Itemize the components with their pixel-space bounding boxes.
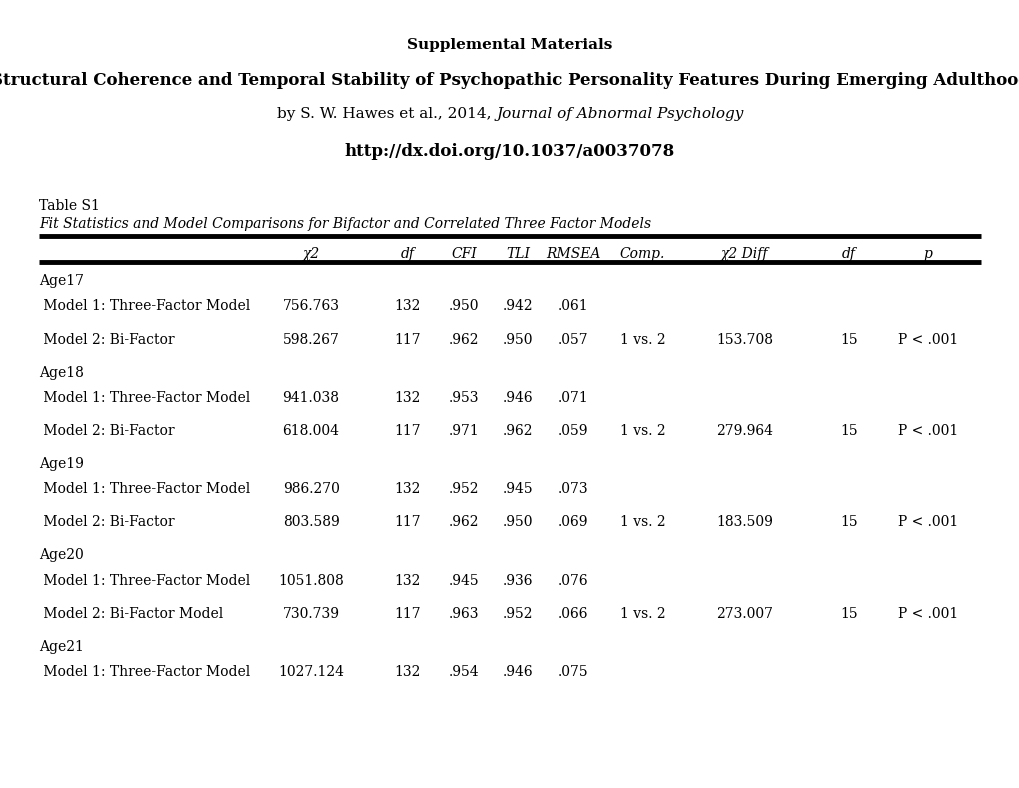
Text: .942: .942	[502, 299, 533, 314]
Text: 1027.124: 1027.124	[278, 665, 343, 679]
Text: 117: 117	[394, 515, 421, 530]
Text: .076: .076	[557, 574, 588, 588]
Text: http://dx.doi.org/10.1037/a0037078: http://dx.doi.org/10.1037/a0037078	[344, 143, 675, 161]
Text: 183.509: 183.509	[715, 515, 772, 530]
Text: 15: 15	[839, 607, 857, 621]
Text: df: df	[400, 247, 415, 262]
Text: 15: 15	[839, 424, 857, 438]
Text: Model 1: Three-Factor Model: Model 1: Three-Factor Model	[39, 391, 250, 405]
Text: .962: .962	[502, 424, 533, 438]
Text: Model 2: Bi-Factor: Model 2: Bi-Factor	[39, 333, 174, 347]
Text: 279.964: 279.964	[715, 424, 772, 438]
Text: Comp.: Comp.	[620, 247, 664, 262]
Text: .954: .954	[448, 665, 479, 679]
Text: .945: .945	[448, 574, 479, 588]
Text: P < .001: P < .001	[897, 607, 958, 621]
Text: Model 1: Three-Factor Model: Model 1: Three-Factor Model	[39, 482, 250, 496]
Text: TLI: TLI	[505, 247, 530, 262]
Text: 1 vs. 2: 1 vs. 2	[620, 515, 664, 530]
Text: P < .001: P < .001	[897, 424, 958, 438]
Text: .946: .946	[502, 391, 533, 405]
Text: Model 1: Three-Factor Model: Model 1: Three-Factor Model	[39, 665, 250, 679]
Text: .953: .953	[448, 391, 479, 405]
Text: 15: 15	[839, 515, 857, 530]
Text: Age17: Age17	[39, 274, 84, 288]
Text: χ2: χ2	[303, 247, 319, 262]
Text: P < .001: P < .001	[897, 515, 958, 530]
Text: 941.038: 941.038	[282, 391, 339, 405]
Text: Structural Coherence and Temporal Stability of Psychopathic Personality Features: Structural Coherence and Temporal Stabil…	[0, 72, 1019, 90]
Text: .059: .059	[557, 424, 588, 438]
Text: 132: 132	[394, 299, 421, 314]
Text: 132: 132	[394, 391, 421, 405]
Text: .075: .075	[557, 665, 588, 679]
Text: 1051.808: 1051.808	[278, 574, 343, 588]
Text: CFI: CFI	[450, 247, 477, 262]
Text: 132: 132	[394, 574, 421, 588]
Text: .952: .952	[502, 607, 533, 621]
Text: Age21: Age21	[39, 640, 84, 654]
Text: 986.270: 986.270	[282, 482, 339, 496]
Text: 1 vs. 2: 1 vs. 2	[620, 607, 664, 621]
Text: .061: .061	[557, 299, 588, 314]
Text: Model 1: Three-Factor Model: Model 1: Three-Factor Model	[39, 574, 250, 588]
Text: .952: .952	[448, 482, 479, 496]
Text: .950: .950	[448, 299, 479, 314]
Text: Journal of Abnormal Psychology: Journal of Abnormal Psychology	[495, 107, 743, 121]
Text: Model 2: Bi-Factor Model: Model 2: Bi-Factor Model	[39, 607, 223, 621]
Text: 15: 15	[839, 333, 857, 347]
Text: Model 2: Bi-Factor: Model 2: Bi-Factor	[39, 515, 174, 530]
Text: .962: .962	[448, 515, 479, 530]
Text: P < .001: P < .001	[897, 333, 958, 347]
Text: Fit Statistics and Model Comparisons for Bifactor and Correlated Three Factor Mo: Fit Statistics and Model Comparisons for…	[39, 217, 650, 232]
Text: .073: .073	[557, 482, 588, 496]
Text: by S. W. Hawes et al., 2014,: by S. W. Hawes et al., 2014,	[276, 107, 495, 121]
Text: 756.763: 756.763	[282, 299, 339, 314]
Text: Supplemental Materials: Supplemental Materials	[407, 38, 612, 52]
Text: .963: .963	[448, 607, 479, 621]
Text: 117: 117	[394, 424, 421, 438]
Text: Model 1: Three-Factor Model: Model 1: Three-Factor Model	[39, 299, 250, 314]
Text: 1 vs. 2: 1 vs. 2	[620, 333, 664, 347]
Text: 598.267: 598.267	[282, 333, 339, 347]
Text: .069: .069	[557, 515, 588, 530]
Text: .946: .946	[502, 665, 533, 679]
Text: 803.589: 803.589	[282, 515, 339, 530]
Text: 153.708: 153.708	[715, 333, 772, 347]
Text: 132: 132	[394, 482, 421, 496]
Text: 730.739: 730.739	[282, 607, 339, 621]
Text: Age19: Age19	[39, 457, 84, 471]
Text: .066: .066	[557, 607, 588, 621]
Text: 618.004: 618.004	[282, 424, 339, 438]
Text: .971: .971	[448, 424, 479, 438]
Text: Age20: Age20	[39, 548, 84, 563]
Text: .936: .936	[502, 574, 533, 588]
Text: .962: .962	[448, 333, 479, 347]
Text: Table S1: Table S1	[39, 199, 100, 213]
Text: .945: .945	[502, 482, 533, 496]
Text: 117: 117	[394, 607, 421, 621]
Text: RMSEA: RMSEA	[545, 247, 600, 262]
Text: 1 vs. 2: 1 vs. 2	[620, 424, 664, 438]
Text: Age18: Age18	[39, 366, 84, 380]
Text: df: df	[841, 247, 855, 262]
Text: 132: 132	[394, 665, 421, 679]
Text: .950: .950	[502, 515, 533, 530]
Text: χ2 Diff: χ2 Diff	[720, 247, 767, 262]
Text: .950: .950	[502, 333, 533, 347]
Text: .071: .071	[557, 391, 588, 405]
Text: 117: 117	[394, 333, 421, 347]
Text: Model 2: Bi-Factor: Model 2: Bi-Factor	[39, 424, 174, 438]
Text: .057: .057	[557, 333, 588, 347]
Text: p: p	[923, 247, 931, 262]
Text: 273.007: 273.007	[715, 607, 772, 621]
